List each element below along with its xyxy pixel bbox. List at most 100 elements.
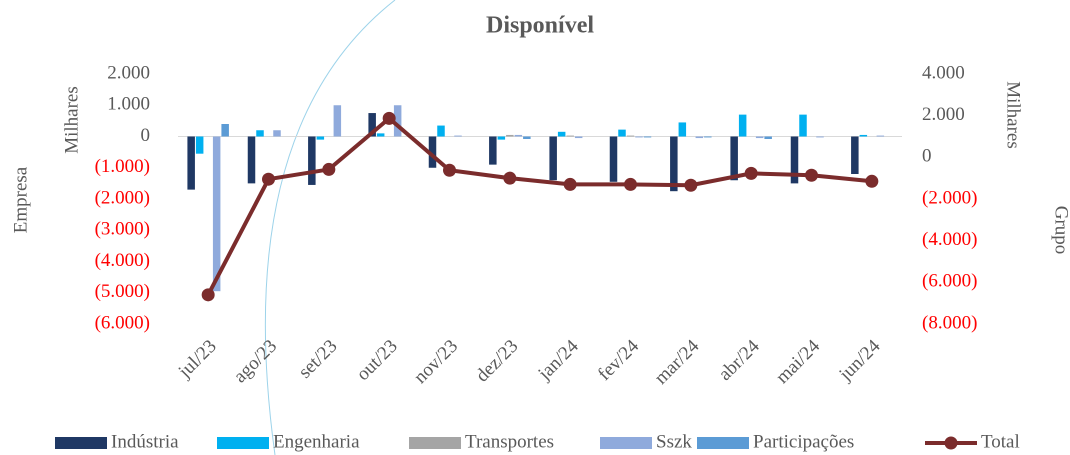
yticks-label: (1.000) [95, 156, 150, 177]
y-axis-title: Empresa [10, 166, 31, 233]
line-marker [443, 163, 456, 177]
legend-label: Transportes [465, 431, 554, 452]
line-marker [865, 174, 879, 188]
legend-swatch [600, 437, 652, 449]
y2ticks-label: 2.000 [922, 104, 965, 125]
bar [635, 136, 643, 138]
x-tick-label: fev/24 [594, 335, 644, 385]
line-marker [262, 172, 275, 186]
bar [195, 136, 204, 154]
bar [187, 136, 195, 190]
bar [437, 125, 445, 137]
bar [695, 136, 704, 139]
yticks-label: 1.000 [107, 94, 150, 115]
yticks-label: (4.000) [95, 250, 150, 271]
bar [730, 136, 738, 181]
yticks-label: 0 [141, 125, 151, 146]
bar [497, 136, 506, 140]
line-marker [563, 177, 577, 191]
legend-label: Total [981, 431, 1020, 452]
line-marker [201, 288, 215, 302]
bar [393, 105, 402, 137]
x-tick-label: abr/24 [715, 335, 765, 385]
bar [859, 134, 868, 137]
bar [799, 114, 807, 137]
bar [574, 136, 583, 139]
yticks-label: (6.000) [95, 312, 150, 333]
bar [566, 135, 574, 137]
legend-swatch [409, 437, 461, 449]
y-axis-unit: Milhares [61, 86, 82, 154]
bar [333, 105, 342, 137]
bar [670, 136, 678, 192]
bar [609, 136, 618, 182]
chart-title: Disponível [486, 13, 594, 39]
bar [755, 136, 764, 139]
line-marker [382, 111, 396, 125]
y2ticks-label: 4.000 [922, 62, 965, 83]
y2ticks-label: (6.000) [922, 271, 977, 292]
bar [704, 136, 712, 138]
bar [738, 114, 747, 137]
line [206, 115, 873, 296]
legend-swatch [217, 437, 269, 449]
y2ticks-label: (4.000) [922, 229, 977, 250]
line-marker [684, 178, 698, 192]
y2-axis-unit: Milhares [1003, 81, 1024, 149]
legend-swatch [55, 437, 107, 449]
y2-axis-title: Grupo [1051, 206, 1070, 255]
legend-label: Sszk [656, 431, 692, 452]
line-marker [805, 168, 818, 182]
bar [489, 136, 497, 165]
bar [368, 113, 376, 137]
yticks-label: (5.000) [95, 281, 150, 302]
yticks-label: (2.000) [95, 187, 150, 208]
bar [523, 136, 531, 139]
y2ticks-label: (2.000) [922, 187, 977, 208]
line-marker [624, 177, 637, 191]
line-marker [503, 171, 517, 185]
bar [790, 136, 799, 184]
line-marker [744, 166, 758, 180]
yticks-label: 2.000 [107, 62, 150, 83]
yticks-label: (3.000) [95, 219, 150, 240]
legend-label: Indústria [111, 431, 179, 452]
legend-marker [944, 436, 958, 450]
bar [212, 136, 221, 292]
bar [618, 129, 626, 137]
bar [678, 122, 687, 137]
bar [308, 136, 316, 185]
bar [316, 136, 325, 140]
bar [256, 130, 264, 137]
y2ticks-label: (8.000) [922, 312, 977, 333]
bar [454, 135, 462, 137]
x-tick-label: set/23 [295, 336, 342, 383]
x-tick-label: nov/23 [410, 336, 462, 388]
bar [816, 136, 824, 138]
legend-label: Participações [753, 431, 854, 452]
x-tick-label: jul/23 [174, 336, 221, 383]
bar [221, 124, 229, 137]
x-tick-label: dez/23 [472, 336, 523, 387]
bar [549, 136, 557, 181]
x-tick-label: mar/24 [651, 335, 704, 388]
bar [428, 136, 437, 168]
bar [557, 131, 566, 137]
legend-swatch [697, 437, 749, 449]
bar [764, 136, 772, 139]
bar [273, 130, 281, 137]
bar [514, 134, 523, 137]
x-tick-label: jun/24 [835, 335, 885, 385]
legend-label: Engenharia [273, 431, 360, 452]
bar [626, 135, 635, 137]
x-tick-label: jan/24 [534, 335, 583, 384]
bar [876, 135, 885, 137]
x-tick-label: ago/23 [230, 336, 281, 387]
x-tick-label: out/23 [353, 336, 402, 385]
bar [376, 133, 385, 137]
bar [643, 136, 652, 138]
y2ticks-label: 0 [922, 146, 932, 167]
bar [247, 136, 256, 184]
